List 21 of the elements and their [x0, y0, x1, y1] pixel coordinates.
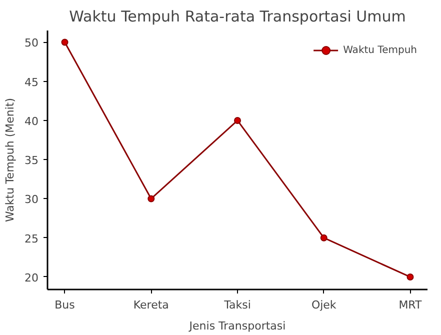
x-tick-label: MRT	[398, 298, 422, 312]
x-tick-label: Ojek	[311, 298, 337, 312]
y-tick-label: 40	[24, 114, 39, 128]
x-axis-title: Jenis Transportasi	[188, 320, 286, 332]
y-tick-label: 45	[24, 76, 39, 89]
point	[406, 273, 414, 280]
x-tick-label: Bus	[54, 298, 76, 312]
chart-title: Waktu Tempuh Rata-rata Transportasi Umum	[69, 8, 406, 26]
y-tick-label: 25	[24, 232, 39, 246]
y-axis-title: Waktu Tempuh (Menit)	[4, 98, 17, 222]
x-tick-label: Kereta	[133, 298, 169, 312]
y-tick-label: 30	[24, 193, 39, 206]
y-tick-label: 35	[24, 154, 39, 168]
y-tick-label: 50	[24, 36, 39, 50]
point	[320, 234, 328, 242]
y-tick-label: 20	[24, 271, 39, 284]
x-tick-label: Taksi	[223, 298, 251, 312]
legend-label: Waktu Tempuh	[343, 44, 417, 56]
point	[234, 116, 241, 124]
point	[61, 38, 68, 46]
point	[148, 195, 155, 202]
